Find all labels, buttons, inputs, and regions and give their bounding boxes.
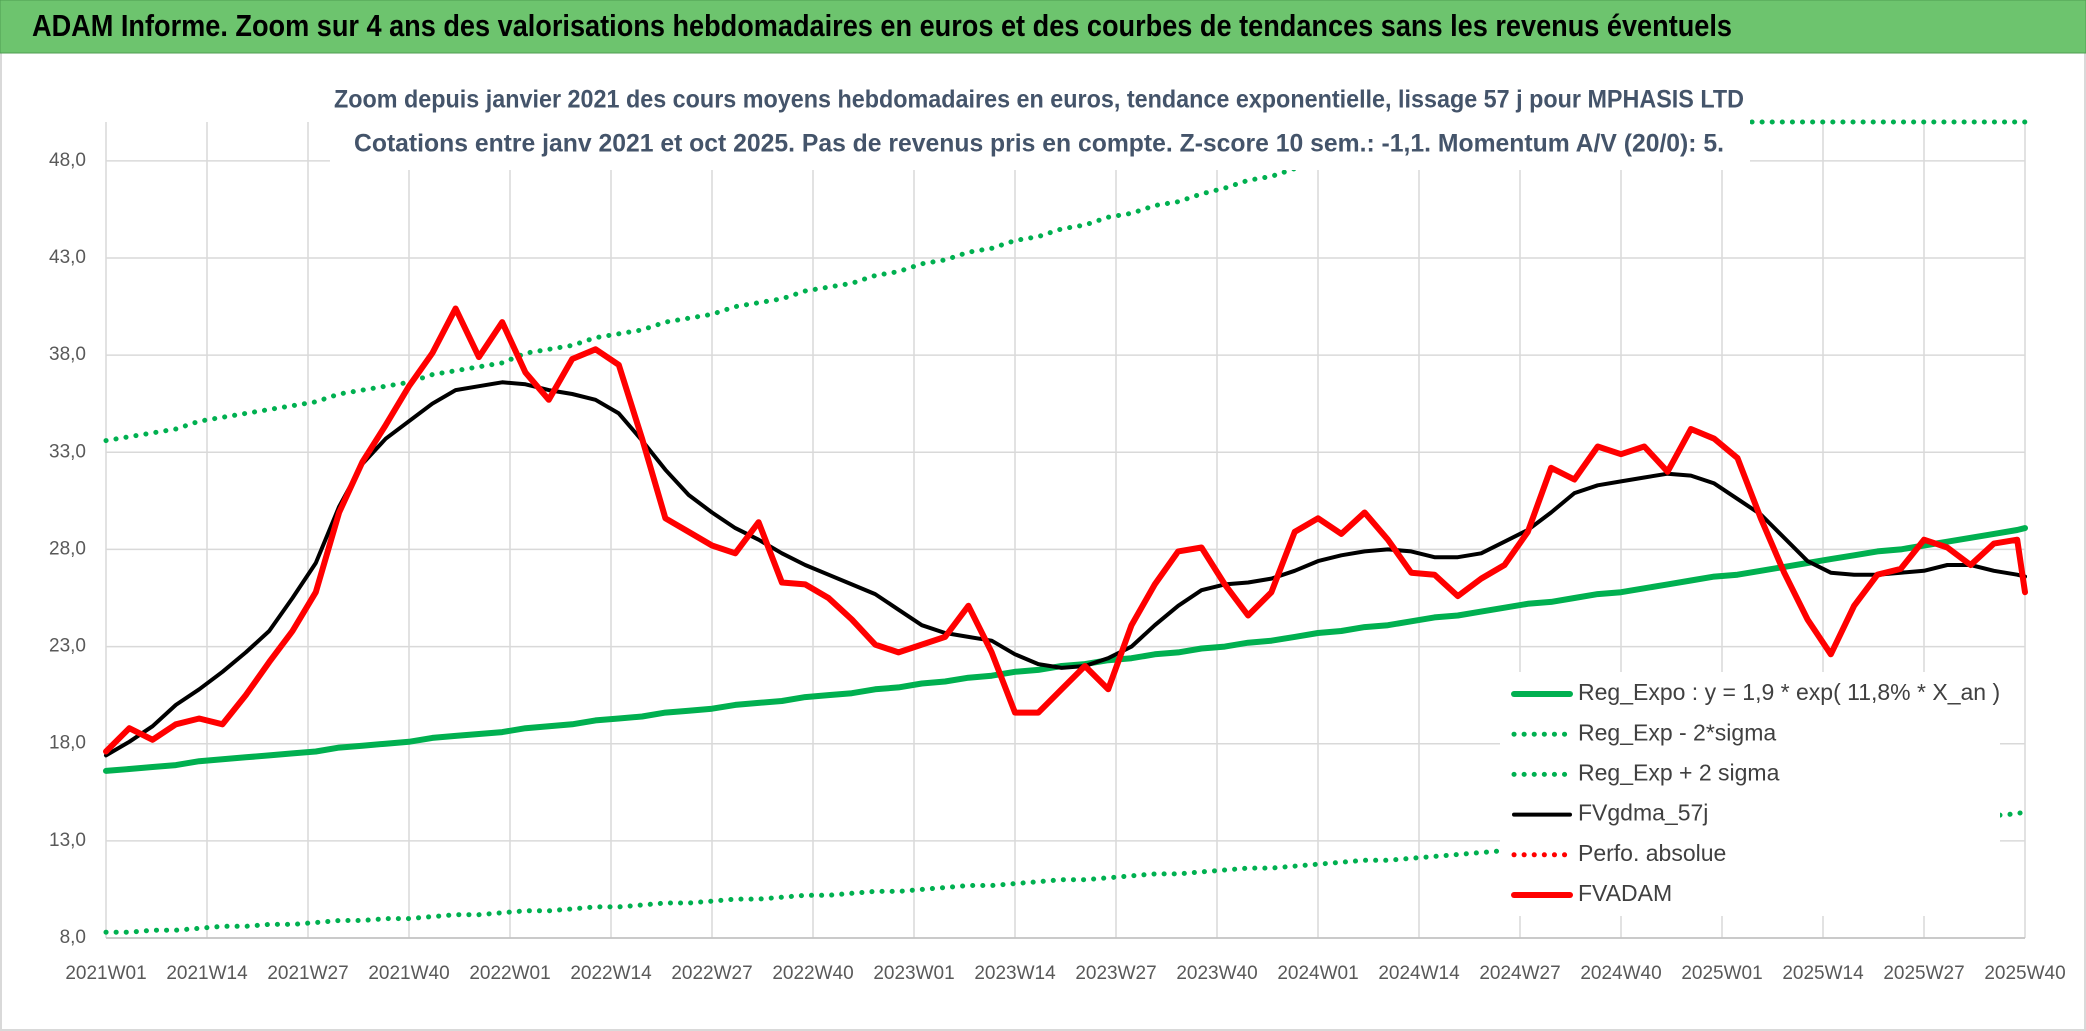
y-tick-label: 23,0	[49, 636, 86, 657]
x-tick-label: 2025W40	[1984, 963, 2065, 984]
series-line	[103, 305, 2028, 755]
y-tick-label: 48,0	[49, 150, 86, 171]
x-tick-label: 2024W27	[1479, 963, 1560, 984]
x-tick-label: 2021W27	[267, 963, 348, 984]
y-tick-label: 43,0	[49, 247, 86, 268]
x-tick-label: 2024W14	[1378, 963, 1460, 984]
x-tick-label: 2021W14	[166, 963, 248, 984]
y-tick-label: 28,0	[49, 538, 86, 559]
x-tick-label: 2025W27	[1883, 963, 1964, 984]
x-tick-label: 2022W01	[469, 963, 550, 984]
y-tick-label: 38,0	[49, 344, 86, 365]
series-line	[104, 380, 2027, 758]
y-tick-label: 18,0	[49, 733, 86, 754]
x-tick-label: 2023W40	[1176, 963, 1257, 984]
legend-label: FVADAM	[1578, 880, 1672, 906]
legend-label: FVgdma_57j	[1578, 800, 1708, 826]
x-tick-label: 2021W01	[65, 963, 146, 984]
legend-label: Reg_Expo : y = 1,9 * exp( 11,8% * X_an )	[1578, 679, 2000, 705]
y-tick-label: 33,0	[49, 441, 86, 462]
y-tick-label: 13,0	[49, 830, 86, 851]
chart-subtitle: Zoom depuis janvier 2021 des cours moyen…	[334, 86, 1744, 114]
chart-subtitle: Cotations entre janv 2021 et oct 2025. P…	[354, 130, 1724, 158]
chart-title: ADAM Informe. Zoom sur 4 ans des valoris…	[32, 8, 1732, 43]
x-tick-label: 2022W27	[671, 963, 752, 984]
plot-area	[105, 122, 2026, 939]
y-tick-label: 8,0	[60, 927, 86, 948]
x-tick-label: 2022W40	[772, 963, 853, 984]
x-tick-label: 2025W14	[1782, 963, 1864, 984]
legend-label: Perfo. absolue	[1578, 840, 1726, 866]
legend-label: Reg_Exp + 2 sigma	[1578, 759, 1780, 785]
x-tick-label: 2023W27	[1075, 963, 1156, 984]
x-tick-label: 2024W40	[1580, 963, 1661, 984]
x-tick-label: 2023W14	[974, 963, 1056, 984]
x-tick-label: 2022W14	[570, 963, 652, 984]
x-tick-label: 2025W01	[1681, 963, 1762, 984]
header-bar	[0, 0, 2086, 54]
legend-label: Reg_Exp - 2*sigma	[1578, 719, 1776, 745]
legend-box	[1500, 672, 2000, 916]
x-tick-label: 2023W01	[873, 963, 954, 984]
x-tick-label: 2024W01	[1277, 963, 1358, 984]
subtitle-box	[330, 80, 1750, 170]
x-tick-label: 2021W40	[368, 963, 449, 984]
